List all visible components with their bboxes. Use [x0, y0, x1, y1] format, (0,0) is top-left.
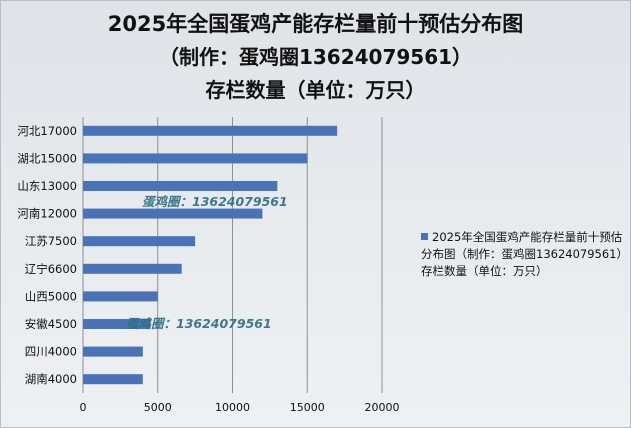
category-label: 辽宁6600: [25, 262, 77, 276]
bar: [83, 291, 158, 302]
bar: [83, 208, 263, 219]
bar: [83, 181, 278, 191]
chart-unit-label: 存栏数量（单位：万只）: [205, 78, 426, 102]
category-label: 河南12000: [17, 207, 77, 221]
category-label: 山西5000: [25, 289, 77, 303]
category-label: 四川4000: [25, 345, 77, 359]
category-label: 山东13000: [17, 179, 77, 193]
legend-label: 2025年全国蛋鸡产能存栏量前十预估分布图（制作：蛋鸡圈13624079561）…: [421, 230, 623, 278]
bar: [83, 346, 143, 357]
legend: 2025年全国蛋鸡产能存栏量前十预估分布图（制作：蛋鸡圈13624079561）…: [421, 229, 627, 280]
x-tick-label: 20000: [365, 401, 400, 414]
category-label: 江苏7500: [25, 234, 77, 248]
chart-subtitle: （制作：蛋鸡圈13624079561）: [158, 45, 473, 69]
category-labels: 河北17000 湖北15000 山东13000 河南12000 江苏7500 辽宁6600…: [17, 124, 77, 386]
bar: [83, 374, 143, 385]
bar: [83, 153, 308, 164]
x-tick-label: 0: [80, 401, 87, 414]
bar: [83, 236, 196, 247]
category-label: 安徽4500: [25, 317, 77, 331]
category-label: 湖南4000: [25, 372, 77, 386]
watermark-text: 蛋鸡圈：13624079561: [126, 316, 272, 331]
legend-swatch: [421, 233, 428, 240]
watermark-text: 蛋鸡圈：13624079561: [142, 194, 288, 209]
x-tick-label: 15000: [290, 401, 325, 414]
bars: [83, 125, 338, 385]
category-label: 河北17000: [17, 124, 77, 138]
bar: [83, 263, 182, 274]
x-tick-label: 10000: [215, 401, 250, 414]
bar: [83, 125, 338, 136]
x-tick-label: 5000: [144, 401, 172, 414]
x-axis-ticks: 0 5000 10000 15000 20000: [80, 401, 400, 414]
bar: [83, 319, 151, 329]
category-label: 湖北15000: [17, 151, 77, 165]
chart-title: 2025年全国蛋鸡产能存栏量前十预估分布图: [107, 12, 524, 36]
